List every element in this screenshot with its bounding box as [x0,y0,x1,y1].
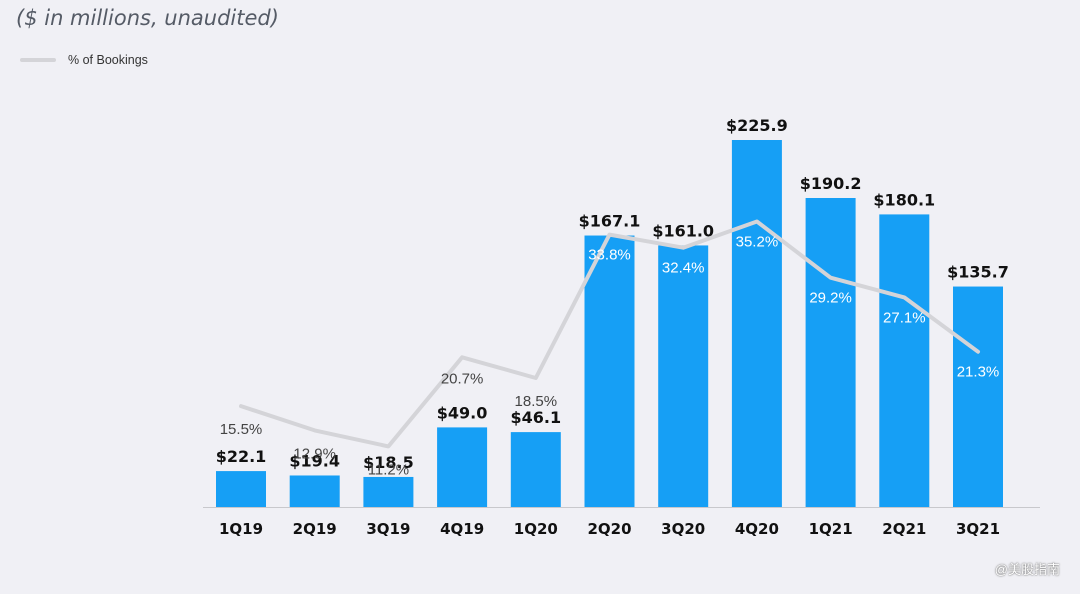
bar-2Q20 [584,235,635,507]
watermark: @美股指南 [994,562,1060,577]
bar-value-label-1Q20: $46.1 [510,408,561,427]
legend-label: % of Bookings [68,53,148,67]
bar-value-label-3Q21: $135.7 [947,263,1009,282]
bar-1Q20 [510,432,561,507]
pct-label-3Q19: 11.2% [368,461,409,478]
bar-2Q19 [289,475,340,507]
x-tick-label-1Q19: 1Q19 [219,520,263,538]
bar-value-label-3Q20: $161.0 [652,221,714,240]
bar-1Q19 [216,471,266,507]
pct-label-2Q20: 33.8% [588,247,631,264]
pct-label-1Q20: 18.5% [515,393,558,410]
bar-3Q19 [363,476,414,507]
bar-3Q21 [953,286,1003,507]
bar-value-label-1Q21: $190.2 [800,174,862,193]
bar-3Q20 [658,245,709,507]
pct-label-2Q21: 27.1% [883,309,926,326]
bar-value-label-2Q21: $180.1 [873,190,935,209]
bookings-pct-line [239,219,980,449]
pct-label-2Q19: 12.9% [293,445,336,462]
bar-value-label-3Q19: $18.5 [363,453,414,472]
x-tick-label-4Q19: 4Q19 [440,520,484,538]
pct-label-1Q19: 15.5% [220,421,263,438]
chart-subtitle: ($ in millions, unaudited) [16,6,279,30]
pct-label-3Q20: 32.4% [662,260,705,277]
pct-label-4Q20: 35.2% [736,233,779,250]
legend-line-swatch [20,58,56,62]
bar-4Q20 [731,140,782,507]
x-tick-label-3Q19: 3Q19 [366,520,410,538]
pct-label-4Q19: 20.7% [441,370,484,387]
bar-value-label-4Q19: $49.0 [437,403,488,422]
bar-value-label-2Q20: $167.1 [579,212,641,231]
bar-value-label-2Q19: $19.4 [289,451,340,470]
x-tick-label-2Q19: 2Q19 [293,520,337,538]
bar-value-label-4Q20: $225.9 [726,116,788,135]
x-tick-label-2Q21: 2Q21 [882,520,926,538]
bar-4Q19 [437,427,488,507]
pct-label-3Q21: 21.3% [957,364,1000,381]
pct-label-1Q21: 29.2% [809,290,852,307]
x-tick-label-3Q21: 3Q21 [956,520,1000,538]
x-tick-label-4Q20: 4Q20 [735,520,779,538]
x-tick-label-1Q20: 1Q20 [514,520,558,538]
x-tick-label-2Q20: 2Q20 [587,520,631,538]
x-tick-label-1Q21: 1Q21 [809,520,853,538]
legend: % of Bookings [20,52,148,68]
bar-value-label-1Q19: $22.1 [216,447,267,466]
bar-1Q21 [805,197,856,508]
bar-2Q21 [879,214,930,507]
x-tick-label-3Q20: 3Q20 [661,520,705,538]
